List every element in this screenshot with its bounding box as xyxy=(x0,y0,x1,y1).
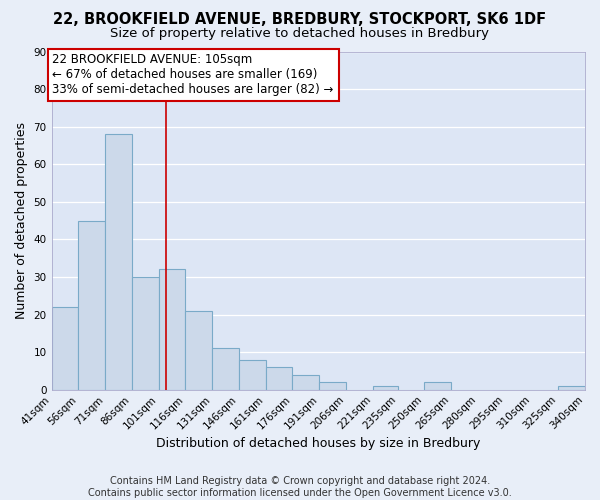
Bar xyxy=(424,382,451,390)
Bar xyxy=(132,277,158,390)
Text: Contains HM Land Registry data © Crown copyright and database right 2024.
Contai: Contains HM Land Registry data © Crown c… xyxy=(88,476,512,498)
Y-axis label: Number of detached properties: Number of detached properties xyxy=(15,122,28,319)
Bar xyxy=(185,311,212,390)
X-axis label: Distribution of detached houses by size in Bredbury: Distribution of detached houses by size … xyxy=(156,437,481,450)
Bar xyxy=(79,220,105,390)
Text: 22, BROOKFIELD AVENUE, BREDBURY, STOCKPORT, SK6 1DF: 22, BROOKFIELD AVENUE, BREDBURY, STOCKPO… xyxy=(53,12,547,28)
Bar xyxy=(292,374,319,390)
Bar xyxy=(319,382,346,390)
Bar xyxy=(212,348,239,390)
Bar xyxy=(239,360,266,390)
Text: 22 BROOKFIELD AVENUE: 105sqm
← 67% of detached houses are smaller (169)
33% of s: 22 BROOKFIELD AVENUE: 105sqm ← 67% of de… xyxy=(52,54,334,96)
Bar xyxy=(105,134,132,390)
Bar xyxy=(266,367,292,390)
Text: Size of property relative to detached houses in Bredbury: Size of property relative to detached ho… xyxy=(110,28,490,40)
Bar xyxy=(558,386,585,390)
Bar xyxy=(52,307,79,390)
Bar xyxy=(158,270,185,390)
Bar xyxy=(373,386,398,390)
